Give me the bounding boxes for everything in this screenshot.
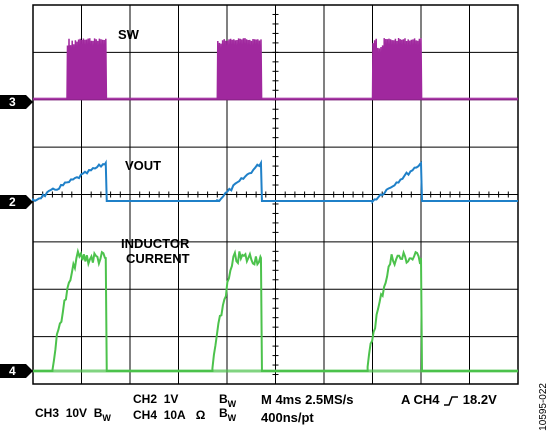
ch2-marker-arrow (26, 195, 33, 209)
ch4-marker-label: 4 (9, 364, 16, 378)
trigger-source: A CH4 (401, 392, 440, 407)
ch4-scale: 10A (163, 408, 186, 422)
inductor-label-line1: INDUCTOR (121, 236, 190, 251)
rising-edge-icon (444, 395, 459, 406)
figure-id: 10595-022 (538, 383, 549, 431)
ch3-marker-arrow (26, 95, 33, 109)
ch3-name: CH3 (35, 406, 60, 420)
trigger-readout: A CH4 18.2V (401, 392, 497, 407)
ch3-marker-box (0, 95, 26, 109)
ch2-marker-label: 2 (9, 195, 16, 209)
ch4-readout: CH4 10A Ω (133, 408, 205, 422)
ch4-marker-box (0, 364, 26, 378)
ch4-marker-arrow (26, 364, 33, 378)
ch4-impedance: Ω (195, 408, 206, 422)
traces (32, 37, 518, 373)
ch4-name: CH4 (133, 408, 158, 422)
ch3-scale: 10V (65, 406, 88, 420)
trigger-level: 18.2V (462, 392, 497, 407)
vout-trace (32, 159, 518, 205)
vout-label: VOUT (125, 158, 161, 173)
sw-label: SW (118, 27, 140, 42)
inductor-label-line2: CURRENT (126, 251, 190, 266)
ch3-bw: BW (93, 406, 111, 423)
inductor-current-trace (33, 247, 518, 372)
timebase-readout: M 4ms 2.5MS/s (261, 392, 354, 407)
ch2-name: CH2 (133, 392, 158, 406)
points-readout: 400ns/pt (261, 410, 314, 425)
ch2-marker-box (0, 195, 26, 209)
ch3-marker-label: 3 (9, 95, 16, 109)
graticule (32, 4, 519, 385)
ch2-bw: BW (219, 392, 237, 409)
ch3-readout: CH3 10V BW (35, 406, 111, 423)
channel-markers: 3 2 4 (0, 95, 33, 378)
ch4-bw: BW (219, 406, 237, 423)
ch2-readout: CH2 1V (133, 392, 178, 406)
ch2-scale: 1V (163, 392, 179, 406)
